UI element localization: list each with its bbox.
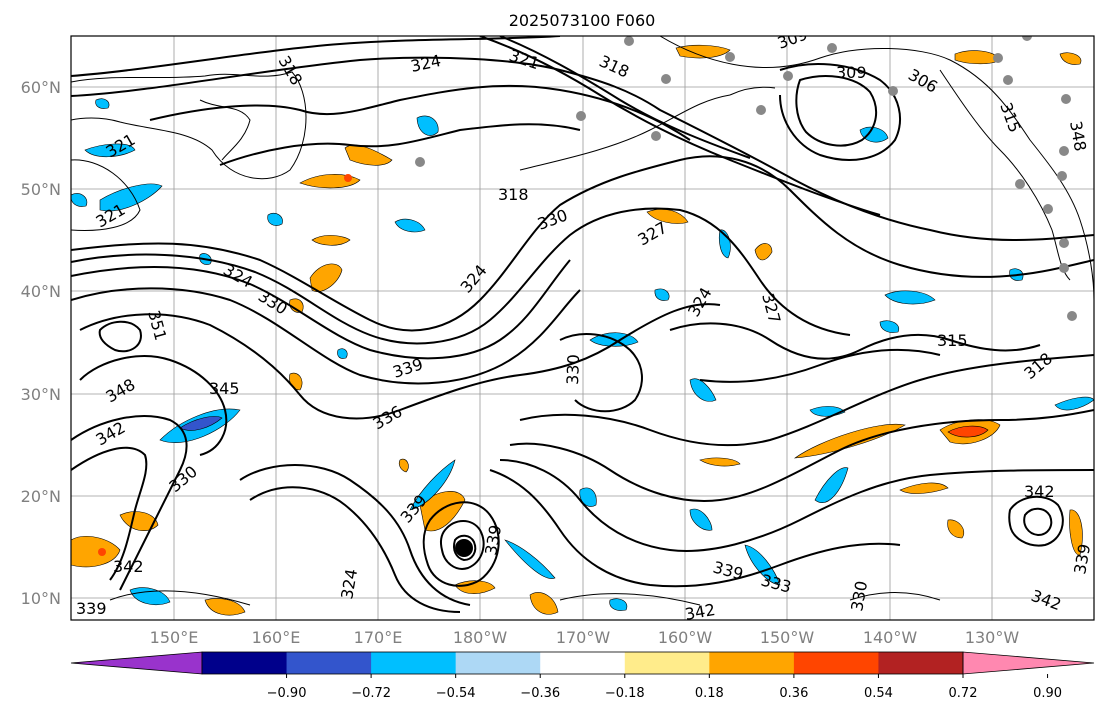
station-marker [1003, 75, 1013, 85]
lon-label: 160°W [658, 628, 713, 647]
station-marker [651, 131, 661, 141]
station-marker [1067, 311, 1077, 321]
colorbar-segment [540, 652, 626, 674]
colorbar-label: 0.90 [1033, 686, 1062, 701]
colorbar-label: 0.54 [864, 686, 893, 701]
colorbar: −0.90 −0.72 −0.54 −0.36 −0.18 0.18 0.36 0.54 0.7… [70, 651, 1095, 701]
colorbar-segment [455, 652, 541, 674]
lat-label: 50°N [21, 180, 61, 199]
station-marker [1057, 171, 1067, 181]
colorbar-frame [201, 651, 964, 675]
longitude-labels: 150°E 160°E 170°E 180°W 170°W 160°W 150°… [150, 628, 1020, 647]
latitude-labels: 60°N 50°N 40°N 30°N 20°N 10°N [21, 78, 61, 608]
station-marker [1043, 204, 1053, 214]
contour-label: 339 [76, 599, 107, 618]
station-marker [576, 111, 586, 121]
station-marker [993, 53, 1003, 63]
colorbar-segment [709, 652, 795, 674]
station-marker [756, 105, 766, 115]
contour-label: 345 [209, 379, 240, 398]
lon-label: 170°W [556, 628, 611, 647]
colorbar-extend-max [962, 651, 1095, 675]
lat-label: 10°N [21, 589, 61, 608]
lon-label: 150°W [760, 628, 815, 647]
map-title: 2025073100 F060 [509, 11, 656, 30]
station-marker [1015, 179, 1025, 189]
colorbar-label: −0.54 [436, 686, 476, 701]
detail-contours [109, 590, 941, 606]
plot-area: 318 324 321 318 309 309 306 315 321 318 … [71, 36, 1094, 624]
station-markers [415, 36, 1077, 321]
colorbar-label: −0.18 [605, 686, 645, 701]
station-marker [1022, 36, 1032, 41]
station-marker [1061, 94, 1071, 104]
colorbar-extend-min [70, 651, 203, 675]
station-marker [415, 157, 425, 167]
lat-label: 30°N [21, 385, 61, 404]
contour-label: 309 [836, 63, 867, 82]
station-marker [783, 71, 793, 81]
colorbar-segment [202, 652, 288, 674]
lon-label: 170°E [354, 628, 403, 647]
contour-label: 315 [937, 331, 968, 350]
colorbar-label: −0.36 [520, 686, 560, 701]
colorbar-segment [878, 652, 964, 674]
colorbar-segment [793, 652, 879, 674]
station-marker [661, 74, 671, 84]
station-marker [1059, 238, 1069, 248]
contour-label: 342 [683, 600, 716, 624]
negative-shading [71, 98, 1094, 611]
colorbar-label: −0.90 [267, 686, 307, 701]
colorbar-label: 0.72 [949, 686, 978, 701]
colorbar-segment [371, 652, 457, 674]
colorbar-segment [624, 652, 710, 674]
plot-frame [70, 35, 1095, 621]
station-marker [725, 52, 735, 62]
lon-label: 160°E [252, 628, 301, 647]
contour-lines [71, 36, 1094, 613]
storm-center-marker [455, 539, 473, 557]
lon-label: 150°E [150, 628, 199, 647]
colorbar-segment [286, 652, 372, 674]
positive-shading [71, 44, 1083, 616]
lat-label: 40°N [21, 282, 61, 301]
station-marker [888, 86, 898, 96]
contour-label: 330 [563, 354, 583, 385]
station-marker [827, 43, 837, 53]
contour-label: 318 [498, 185, 529, 204]
colorbar-label: 0.18 [695, 686, 724, 701]
lon-label: 130°W [965, 628, 1020, 647]
contour-label: 342 [113, 557, 144, 576]
lon-label: 180°W [453, 628, 508, 647]
contour-label: 339 [1070, 542, 1094, 575]
colorbar-label: 0.36 [779, 686, 808, 701]
contour-label: 342 [1024, 482, 1055, 501]
lon-label: 140°W [863, 628, 918, 647]
station-marker [1059, 146, 1069, 156]
station-marker [624, 36, 634, 46]
station-marker [1059, 263, 1069, 273]
colorbar-label: −0.72 [351, 686, 391, 701]
lat-label: 20°N [21, 487, 61, 506]
lat-label: 60°N [21, 78, 61, 97]
coastlines [71, 36, 1094, 301]
